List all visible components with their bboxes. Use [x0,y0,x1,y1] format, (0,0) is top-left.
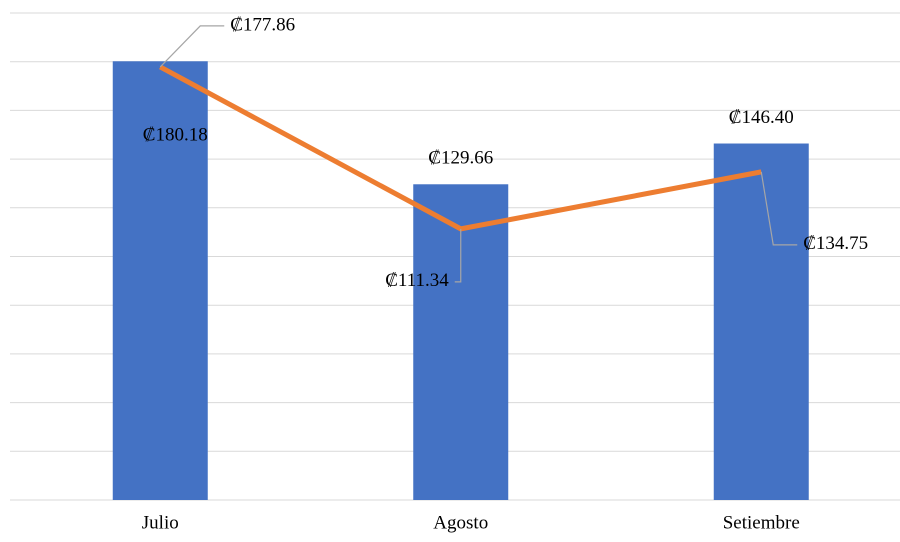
bar [112,61,208,501]
line [159,64,762,232]
x-tick-label: Setiembre [723,512,800,533]
line-value-label: ₡111.34 [385,270,449,291]
x-tick-label: Agosto [433,512,488,533]
leader-line [454,228,462,283]
bar [713,143,809,501]
x-tick-label: Julio [142,512,179,533]
leader-line [159,25,225,68]
bar-value-label: ₡146.40 [729,107,794,128]
line-value-label: ₡177.86 [230,14,295,35]
line-value-label: ₡134.75 [803,233,868,254]
bar-value-label: ₡180.18 [143,125,208,146]
leader-line [760,171,798,246]
bar-value-label: ₡129.66 [428,148,493,169]
